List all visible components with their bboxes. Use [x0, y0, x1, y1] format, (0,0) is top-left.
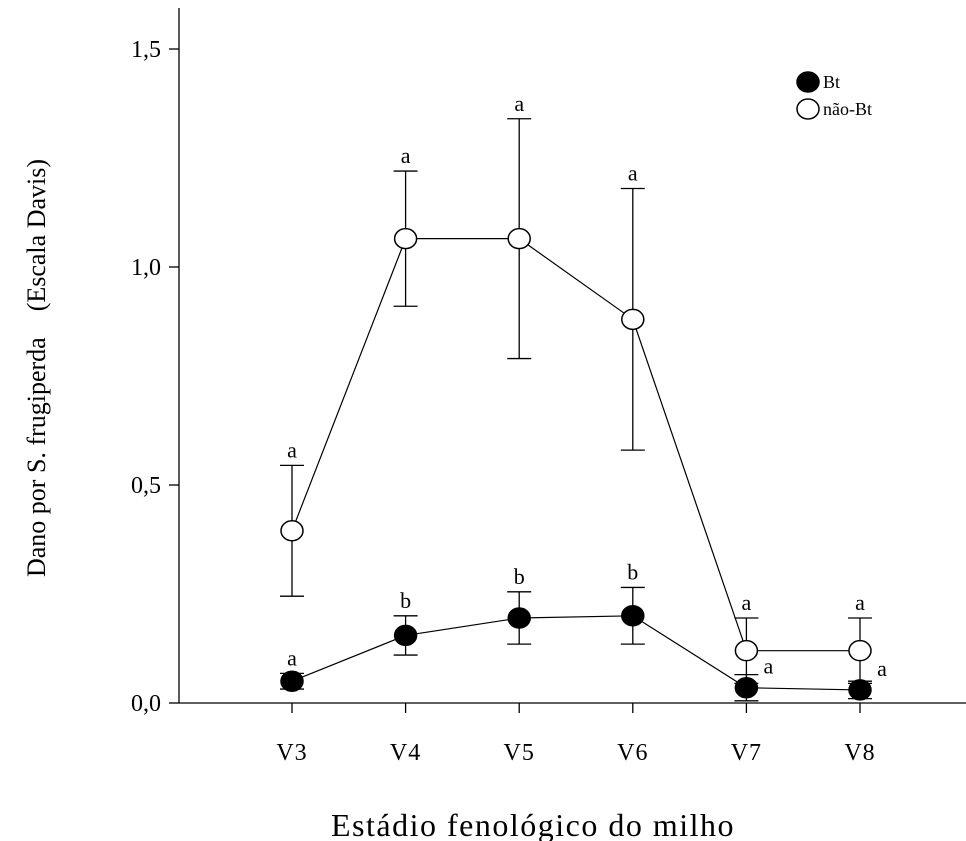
x-tick-label: V3 — [276, 740, 307, 766]
y-tick-label: 1,0 — [131, 255, 161, 281]
y-tick-label: 1,5 — [131, 37, 161, 63]
series-nao-bt — [280, 118, 872, 685]
legend-label: Bt — [823, 72, 840, 92]
series-bt — [280, 586, 872, 702]
data-point — [734, 676, 759, 699]
y-axis: 0,0 0,5 1,0 1,5 — [131, 8, 180, 717]
legend-label: não-Bt — [823, 99, 872, 119]
significance-label: b — [514, 564, 525, 589]
significance-label: b — [400, 588, 411, 613]
significance-label: a — [401, 143, 411, 168]
significance-label: a — [855, 590, 865, 615]
y-axis-title: Dano por S. frugiperda (Escala Davis) — [22, 159, 51, 577]
data-point — [507, 227, 531, 250]
legend-marker — [796, 98, 820, 120]
significance-label: b — [627, 559, 638, 584]
data-point — [848, 639, 872, 662]
y-tick-label: 0,5 — [131, 473, 161, 499]
significance-label: a — [628, 161, 638, 186]
x-tick-label: V5 — [504, 740, 535, 766]
significance-label: a — [877, 656, 887, 681]
data-point — [621, 308, 645, 331]
significance-label: a — [514, 91, 524, 116]
series-line — [291, 615, 861, 691]
x-tick-label: V7 — [731, 740, 762, 766]
x-tick-label: V6 — [617, 740, 648, 766]
legend: Bt não-Bt — [796, 71, 872, 120]
x-axis-title: Estádio fenológico do milho — [331, 807, 735, 841]
data-point — [734, 639, 759, 662]
data-point — [393, 227, 418, 250]
significance-label: a — [287, 645, 297, 670]
series-line — [291, 238, 860, 652]
data-point — [280, 670, 304, 692]
y-tick-label: 0,0 — [131, 691, 161, 717]
x-ticks: V3 V4 V5 V6 V7 V8 — [276, 703, 875, 766]
data-point — [393, 624, 418, 647]
series-layer: a b b b a a a a a a a a — [280, 91, 887, 702]
data-point — [848, 679, 872, 701]
significance-label: a — [764, 654, 774, 679]
significance-label: a — [742, 590, 752, 615]
x-tick-label: V4 — [390, 740, 421, 766]
x-tick-label: V8 — [844, 740, 875, 766]
y-ticks: 0,0 0,5 1,0 1,5 — [131, 37, 179, 717]
significance-label: a — [287, 437, 297, 462]
data-point — [507, 607, 531, 629]
data-point — [621, 605, 645, 627]
x-axis: V3 V4 V5 V6 V7 V8 — [179, 702, 966, 766]
legend-marker — [796, 71, 820, 93]
data-point — [280, 520, 304, 542]
